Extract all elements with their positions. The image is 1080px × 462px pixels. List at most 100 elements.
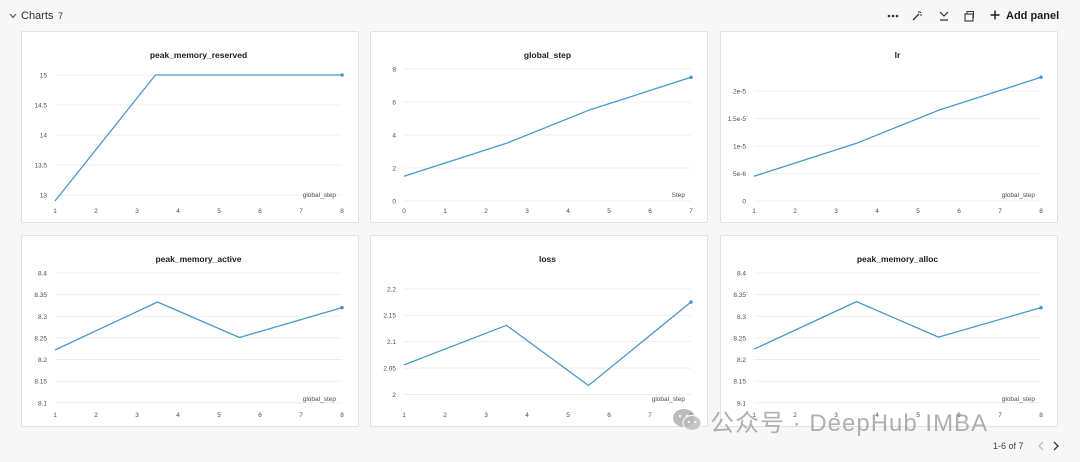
- chart-title: lr: [895, 50, 901, 60]
- y-tick-label: 2.2: [387, 286, 396, 293]
- series-line: [753, 300, 1042, 350]
- x-tick-label: 6: [258, 412, 262, 419]
- y-tick-label: 8.2: [737, 357, 746, 364]
- x-tick-label: 1: [443, 208, 447, 215]
- y-tick-label: 14.5: [34, 103, 47, 110]
- x-axis-label: global_step: [1002, 396, 1036, 403]
- y-tick-label: 5e-6: [733, 171, 746, 178]
- chart-title: global_step: [524, 50, 571, 60]
- series-line: [54, 74, 342, 202]
- series-line: [753, 76, 1042, 177]
- chevron-down-icon[interactable]: [8, 11, 18, 21]
- y-tick-label: 0: [742, 199, 746, 206]
- x-axis-label: global_step: [303, 396, 337, 403]
- x-tick-label: 4: [566, 208, 570, 215]
- x-tick-label: 3: [834, 412, 838, 419]
- series-end-point: [340, 73, 344, 77]
- x-tick-label: 6: [957, 208, 961, 215]
- x-tick-label: 1: [752, 412, 756, 419]
- x-tick-label: 3: [135, 412, 139, 419]
- chart-svg: peak_memory_alloc 8.1 8.15 8.2 8.25 8.3 8.35 8.…: [733, 254, 1043, 419]
- x-tick-label: 1: [402, 412, 406, 419]
- x-tick-label: 7: [299, 412, 303, 419]
- x-tick-label: 4: [176, 208, 180, 215]
- y-tick-label: 8.4: [38, 271, 47, 278]
- section-header: Charts 7 Add panel: [0, 0, 1080, 32]
- series-end-point: [689, 300, 693, 304]
- x-tick-label: 8: [1039, 412, 1043, 419]
- y-tick-label: 2.1: [387, 339, 396, 346]
- y-tick-label: 6: [392, 100, 396, 107]
- x-tick-label: 8: [1039, 208, 1043, 215]
- x-tick-label: 4: [875, 412, 879, 419]
- add-panel-button[interactable]: Add panel: [990, 8, 1059, 24]
- x-tick-label: 2: [443, 412, 447, 419]
- y-tick-label: 14: [40, 133, 48, 140]
- y-tick-label: 8.1: [737, 400, 746, 407]
- y-tick-label: 2e-5: [733, 89, 746, 96]
- x-tick-label: 5: [566, 412, 570, 419]
- y-tick-label: 2: [392, 166, 396, 173]
- x-axis-label: global_step: [652, 396, 686, 403]
- wechat-logo-icon: [673, 409, 702, 432]
- chart-panel[interactable]: peak_memory_active 8.1 8.15 8.2 8.25 8.3 8.35 8…: [21, 235, 359, 427]
- x-tick-label: 4: [875, 208, 879, 215]
- chevron-right-icon[interactable]: [1050, 439, 1062, 453]
- y-tick-label: 8.3: [38, 314, 47, 321]
- y-tick-label: 8.35: [34, 292, 47, 299]
- y-tick-label: 8.15: [34, 379, 47, 386]
- y-tick-label: 8: [392, 67, 396, 74]
- chart-panel[interactable]: global_step 0 2 4 6 8 0 1 2 3 4 5 6 7 Step: [370, 31, 708, 223]
- y-tick-label: 4: [392, 133, 396, 140]
- series-end-point: [689, 75, 693, 80]
- add-panel-label: Add panel: [1006, 10, 1060, 22]
- chart-svg: global_step 0 2 4 6 8 0 1 2 3 4 5 6 7 Step: [392, 50, 693, 215]
- x-axis-label: global_step: [303, 192, 337, 199]
- x-tick-label: 8: [340, 208, 344, 215]
- section-title[interactable]: Charts: [21, 10, 54, 22]
- x-tick-label: 6: [607, 412, 611, 419]
- chart-svg: lr 0 5e-6 1e-5 1.5e-5 2e-5 1 2 3 4 5 6 7 8 global_step: [728, 50, 1044, 215]
- x-tick-label: 6: [258, 208, 262, 215]
- y-tick-label: 0: [392, 199, 396, 206]
- more-options-icon[interactable]: [886, 9, 900, 23]
- y-tick-label: 13.5: [34, 163, 47, 170]
- chart-panel[interactable]: peak_memory_alloc 8.1 8.15 8.2 8.25 8.3 8.35 8.…: [720, 235, 1058, 427]
- x-tick-label: 3: [834, 208, 838, 215]
- x-tick-label: 7: [998, 412, 1002, 419]
- layout-icon[interactable]: [962, 9, 976, 23]
- y-tick-label: 15: [40, 73, 48, 80]
- y-tick-label: 8.3: [737, 314, 746, 321]
- chart-svg: peak_memory_reserved 13 13.5 14 14.5 15 1 2 3 4 5 6…: [34, 50, 344, 215]
- panel-count-badge: 7: [58, 11, 64, 21]
- x-tick-label: 2: [94, 208, 98, 215]
- x-tick-label: 0: [402, 208, 406, 215]
- chart-title: peak_memory_active: [155, 254, 241, 264]
- x-tick-label: 2: [793, 208, 797, 215]
- pagination-label: 1-6 of 7: [993, 441, 1024, 451]
- chart-panel[interactable]: lr 0 5e-6 1e-5 1.5e-5 2e-5 1 2 3 4 5 6 7 8 global_step: [720, 31, 1058, 223]
- x-axis-label: global_step: [1002, 192, 1036, 199]
- x-tick-label: 1: [752, 208, 756, 215]
- y-tick-label: 2.05: [383, 366, 396, 373]
- sort-icon[interactable]: [937, 9, 951, 23]
- series-end-point: [340, 305, 344, 310]
- watermark: 公众号 · DeepHub IMBA: [672, 404, 988, 437]
- series-line: [54, 301, 343, 351]
- chart-title: peak_memory_reserved: [150, 50, 247, 60]
- x-tick-label: 7: [299, 208, 303, 215]
- y-tick-label: 8.1: [38, 400, 47, 407]
- x-tick-label: 8: [340, 412, 344, 419]
- series-end-point: [1039, 75, 1043, 80]
- x-tick-label: 1: [53, 208, 57, 215]
- chart-panel[interactable]: peak_memory_reserved 13 13.5 14 14.5 15 1 2 3 4 5 6…: [21, 31, 359, 223]
- x-tick-label: 5: [217, 208, 221, 215]
- x-tick-label: 5: [607, 208, 611, 215]
- x-tick-label: 2: [793, 412, 797, 419]
- chevron-left-icon[interactable]: [1035, 439, 1047, 453]
- magic-wand-icon[interactable]: [910, 9, 924, 23]
- y-tick-label: 1.5e-5: [728, 116, 747, 123]
- y-tick-label: 13: [40, 193, 48, 200]
